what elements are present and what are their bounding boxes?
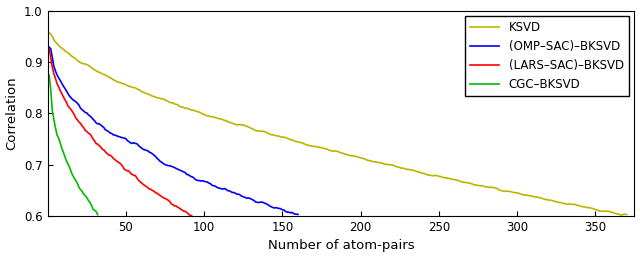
CGC–BKSVD	[56, 141, 64, 144]
CGC–BKSVD	[89, 208, 97, 211]
CGC–BKSVD	[49, 109, 56, 112]
(OMP–SAC)–BKSVD	[183, 173, 191, 176]
CGC–BKSVD	[84, 199, 92, 202]
CGC–BKSVD	[66, 166, 74, 169]
CGC–BKSVD	[86, 201, 93, 204]
KSVD	[271, 134, 278, 137]
KSVD	[145, 93, 153, 96]
CGC–BKSVD	[54, 136, 62, 139]
CGC–BKSVD	[67, 170, 75, 173]
CGC–BKSVD	[58, 147, 65, 150]
CGC–BKSVD	[83, 196, 91, 199]
CGC–BKSVD	[72, 179, 79, 182]
Line: (OMP–SAC)–BKSVD: (OMP–SAC)–BKSVD	[49, 47, 298, 214]
CGC–BKSVD	[50, 118, 58, 121]
(OMP–SAC)–BKSVD	[95, 122, 103, 125]
CGC–BKSVD	[63, 159, 70, 162]
CGC–BKSVD	[80, 192, 88, 196]
(LARS–SAC)–BKSVD	[150, 190, 158, 193]
CGC–BKSVD	[61, 155, 68, 158]
CGC–BKSVD	[68, 174, 76, 177]
(LARS–SAC)–BKSVD	[188, 214, 195, 217]
CGC–BKSVD	[88, 204, 95, 207]
(OMP–SAC)–BKSVD	[116, 135, 124, 138]
(OMP–SAC)–BKSVD	[45, 46, 53, 49]
KSVD	[548, 199, 556, 202]
CGC–BKSVD	[70, 176, 78, 180]
Line: CGC–BKSVD: CGC–BKSVD	[49, 75, 98, 215]
KSVD	[618, 213, 626, 216]
CGC–BKSVD	[77, 188, 84, 191]
CGC–BKSVD	[47, 88, 54, 91]
KSVD	[623, 213, 630, 216]
(LARS–SAC)–BKSVD	[159, 196, 167, 199]
(OMP–SAC)–BKSVD	[207, 182, 214, 185]
CGC–BKSVD	[92, 210, 100, 213]
(OMP–SAC)–BKSVD	[282, 210, 289, 213]
(LARS–SAC)–BKSVD	[158, 195, 166, 198]
CGC–BKSVD	[74, 182, 81, 185]
KSVD	[467, 182, 474, 185]
X-axis label: Number of atom-pairs: Number of atom-pairs	[268, 239, 414, 252]
CGC–BKSVD	[75, 186, 83, 189]
Line: (LARS–SAC)–BKSVD: (LARS–SAC)–BKSVD	[49, 49, 191, 215]
(LARS–SAC)–BKSVD	[156, 194, 164, 197]
CGC–BKSVD	[78, 190, 86, 193]
CGC–BKSVD	[52, 126, 60, 129]
CGC–BKSVD	[64, 163, 72, 166]
Line: KSVD: KSVD	[49, 33, 627, 215]
CGC–BKSVD	[53, 133, 61, 136]
Y-axis label: Correlation: Correlation	[6, 76, 19, 150]
KSVD	[520, 193, 527, 196]
(LARS–SAC)–BKSVD	[164, 199, 172, 202]
CGC–BKSVD	[81, 194, 89, 197]
(OMP–SAC)–BKSVD	[249, 198, 257, 201]
(OMP–SAC)–BKSVD	[294, 213, 302, 216]
Legend: KSVD, (OMP–SAC)–BKSVD, (LARS–SAC)–BKSVD, CGC–BKSVD: KSVD, (OMP–SAC)–BKSVD, (LARS–SAC)–BKSVD,…	[465, 17, 628, 96]
KSVD	[45, 31, 53, 34]
(LARS–SAC)–BKSVD	[130, 174, 138, 177]
CGC–BKSVD	[45, 74, 53, 77]
(LARS–SAC)–BKSVD	[45, 47, 53, 50]
(LARS–SAC)–BKSVD	[186, 214, 194, 217]
CGC–BKSVD	[60, 150, 67, 154]
KSVD	[277, 135, 285, 139]
CGC–BKSVD	[91, 209, 99, 212]
CGC–BKSVD	[94, 213, 102, 216]
